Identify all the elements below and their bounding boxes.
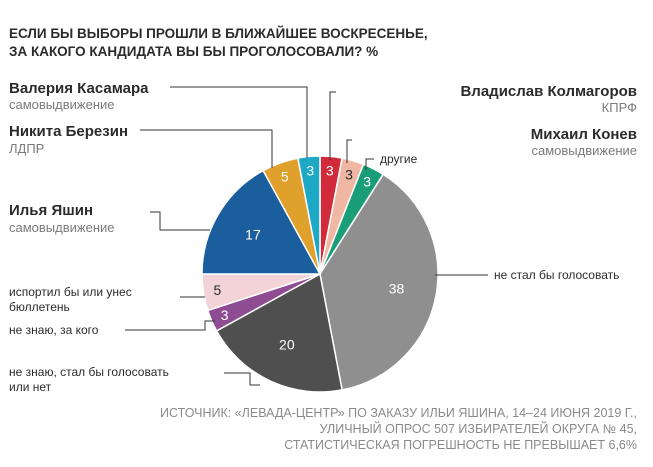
label-kasamara-party: самовыдвижение — [9, 97, 115, 112]
pie-slice-7 — [201, 169, 322, 275]
label-spoiled-line-1: испортил бы или унес — [9, 285, 132, 299]
pie-value-label-2: 3 — [363, 173, 371, 189]
pie-value-label-3: 38 — [389, 281, 405, 297]
label-kolmagorov-party: КПРФ — [602, 100, 637, 115]
pie-value-label-4: 20 — [279, 336, 295, 352]
leader-yashin — [150, 211, 210, 231]
pie-slice-4 — [215, 272, 343, 393]
label-berezin-name: Никита Березин — [9, 123, 128, 140]
leader-lines — [125, 86, 488, 386]
chart-title-line-2: ЗА КАКОГО КАНДИДАТА ВЫ БЫ ПРОГОЛОСОВАЛИ?… — [9, 44, 378, 59]
leader-konev — [346, 139, 352, 163]
pie-slices — [201, 155, 439, 393]
pie-value-label-1: 3 — [345, 166, 353, 182]
label-konev-name: Михаил Конев — [531, 126, 637, 143]
label-yashin-party: самовыдвижение — [9, 220, 115, 235]
source-line-3: СТАТИСТИЧЕСКАЯ ПОГРЕШНОСТЬ НЕ ПРЕВЫШАЕТ … — [284, 438, 637, 452]
label-berezin-party: ЛДПР — [9, 141, 44, 156]
pie-value-label-0: 3 — [326, 163, 334, 179]
pie-slice-9 — [297, 155, 321, 275]
pie-value-label-8: 5 — [281, 168, 289, 184]
label-dont-know: не знаю, за кого — [9, 323, 99, 337]
leader-dont-know — [125, 320, 215, 331]
pie-value-label-9: 3 — [306, 163, 314, 179]
label-spoiled-line-2: бюллетень — [9, 300, 70, 314]
pie-value-label-7: 17 — [245, 226, 261, 242]
leader-kolmagorov — [329, 91, 336, 160]
pie-value-label-6: 5 — [214, 282, 222, 298]
label-not-vote: не стал бы голосовать — [494, 268, 619, 282]
chart-title-line-1: ЕСЛИ БЫ ВЫБОРЫ ПРОШЛИ В БЛИЖАЙШЕЕ ВОСКРЕ… — [9, 26, 428, 41]
label-konev-party: самовыдвижение — [532, 143, 638, 158]
label-kasamara-name: Валерия Касамара — [9, 80, 149, 97]
label-undecided-vote-line-2: или нет — [9, 380, 52, 394]
label-other: другие — [380, 152, 418, 166]
label-yashin-name: Илья Яшин — [9, 202, 93, 219]
label-kolmagorov-name: Владислав Колмагоров — [460, 83, 637, 100]
leader-kasamara — [170, 86, 308, 158]
pie-value-label-5: 3 — [221, 307, 229, 323]
pie-slice-3 — [319, 173, 439, 391]
leader-other — [365, 158, 374, 170]
label-undecided-vote-line-1: не знаю, стал бы голосовать — [9, 365, 169, 379]
leader-undecided-vote — [224, 372, 260, 386]
source-line-2: УЛИЧНЫЙ ОПРОС 507 ИЗБИРАТЕЛЕЙ ОКРУГА № 4… — [320, 421, 637, 436]
leader-berezin — [140, 129, 273, 168]
source-line-1: ИСТОЧНИК: «ЛЕВАДА-ЦЕНТР» ПО ЗАКАЗУ ИЛЬИ … — [160, 406, 637, 420]
